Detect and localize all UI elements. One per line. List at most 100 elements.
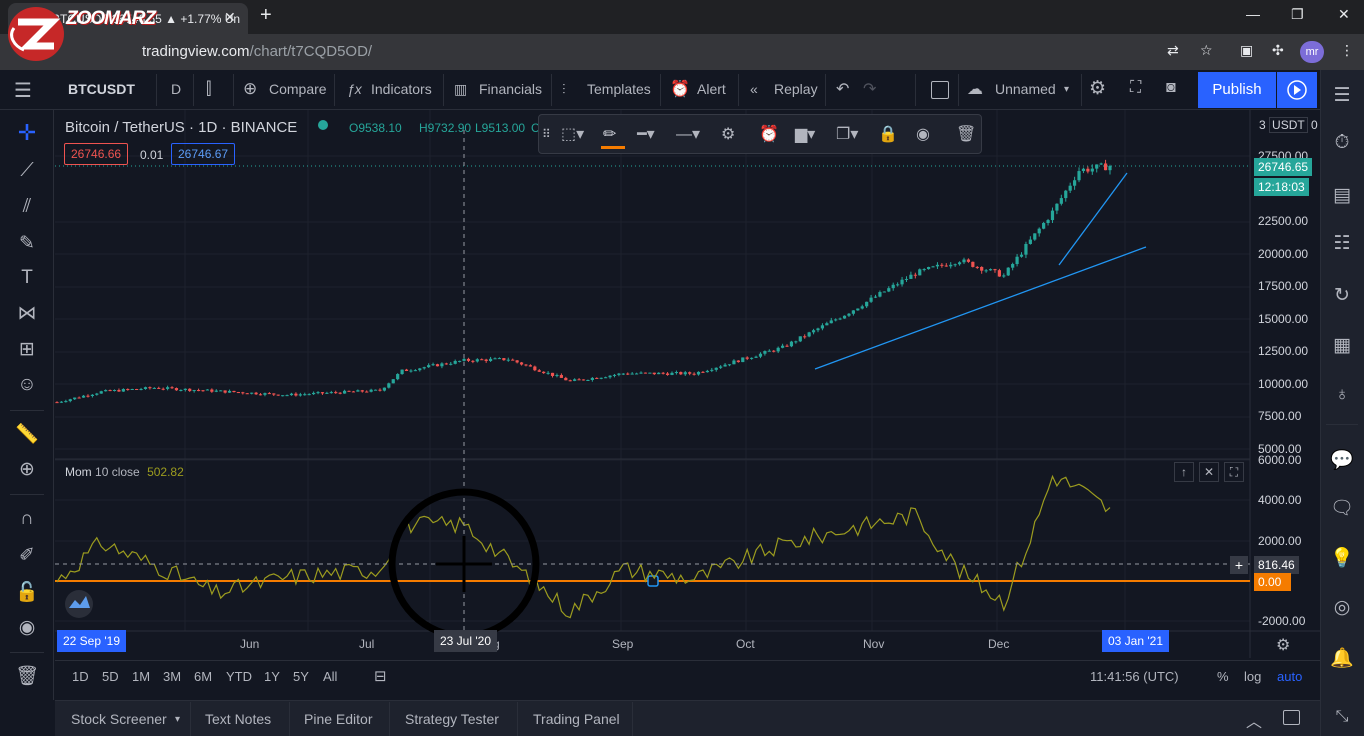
compare-button[interactable]: Compare: [269, 81, 327, 97]
ruler-icon[interactable]: 📏: [15, 424, 39, 445]
publish-button[interactable]: Publish: [1198, 72, 1276, 108]
indicators-fx-icon[interactable]: ƒx: [347, 81, 362, 97]
replay-icon[interactable]: «: [750, 81, 758, 97]
pane-close-icon[interactable]: ✕: [1199, 462, 1219, 482]
watchlist-icon[interactable]: ☰: [1333, 85, 1351, 106]
magnet-icon[interactable]: ∩: [20, 508, 34, 529]
add-plus-icon[interactable]: +: [1230, 556, 1248, 574]
cloud-icon[interactable]: ☁: [967, 81, 983, 98]
notification-bell-icon[interactable]: 🔔: [1330, 648, 1354, 669]
pane-move-up-icon[interactable]: ↑: [1174, 462, 1194, 482]
undo-icon[interactable]: ↶: [836, 81, 850, 98]
browser-menu-icon[interactable]: ⋮: [1340, 42, 1354, 58]
alert-clock-icon[interactable]: ⏰: [670, 81, 690, 98]
crosshair-icon[interactable]: ✛: [17, 120, 37, 145]
line-color-pencil-icon[interactable]: ✏: [603, 126, 617, 143]
symbol-legend[interactable]: Bitcoin / TetherUS · 1D · BINANCE: [65, 119, 298, 136]
trend-line-lower[interactable]: [814, 246, 1147, 370]
trend-line-upper[interactable]: [1058, 172, 1128, 266]
trend-line-icon[interactable]: ⟋: [20, 160, 34, 181]
line-style-icon[interactable]: —▾: [676, 126, 701, 143]
buy-price-box[interactable]: 26746.67: [171, 143, 236, 165]
window-close-icon[interactable]: ✕: [1338, 6, 1350, 22]
collapse-panel-icon[interactable]: ︿: [1246, 714, 1263, 731]
unlock-icon[interactable]: 🔓: [15, 582, 39, 603]
utc-clock[interactable]: 11:41:56 (UTC): [1090, 669, 1179, 684]
candle-style-icon[interactable]: ⫿: [206, 79, 212, 98]
collapse-corner-icon[interactable]: ⤡: [1335, 708, 1349, 725]
add-alert-icon[interactable]: ⏰: [759, 126, 779, 143]
maximize-icon[interactable]: ❐: [1291, 6, 1304, 22]
zoom-in-icon[interactable]: ⊕: [19, 459, 35, 480]
emoji-icon[interactable]: ☺: [17, 374, 37, 395]
range-button-ytd[interactable]: YTD: [226, 669, 252, 684]
minimize-icon[interactable]: —: [1246, 6, 1260, 22]
date-range-icon[interactable]: ⊟: [374, 668, 387, 685]
range-button-3m[interactable]: 3M: [163, 669, 182, 684]
remove-drawing-icon[interactable]: 🗑: [956, 126, 977, 143]
auto-scale-toggle[interactable]: auto: [1277, 669, 1303, 684]
tab-trading-panel[interactable]: Trading Panel: [533, 711, 620, 727]
indicators-button[interactable]: Indicators: [371, 81, 432, 97]
alert-button[interactable]: Alert: [697, 81, 726, 97]
new-tab-icon[interactable]: +: [260, 4, 272, 26]
lock-drawing-icon[interactable]: 🔒: [878, 126, 898, 143]
messages-icon[interactable]: 🗨: [1329, 498, 1355, 519]
chat-icon[interactable]: 💬: [1330, 450, 1354, 471]
alerts-clock-icon[interactable]: ⏱: [1334, 132, 1350, 153]
symbol-search-button[interactable]: BTCUSDT: [68, 81, 135, 97]
range-button-all[interactable]: All: [323, 669, 338, 684]
range-start-badge[interactable]: 22 Sep '19: [57, 630, 127, 652]
eye-icon[interactable]: ◉: [18, 617, 36, 638]
axis-settings-gear-icon[interactable]: ⚙: [1276, 637, 1291, 654]
bookmark-star-icon[interactable]: ☆: [1200, 42, 1213, 58]
calendar-icon[interactable]: ▦: [1333, 335, 1351, 356]
tab-close-icon[interactable]: ✕: [224, 9, 236, 25]
range-button-1d[interactable]: 1D: [72, 669, 89, 684]
chevron-down-icon[interactable]: ▾: [1064, 84, 1070, 95]
financials-button[interactable]: Financials: [479, 81, 543, 97]
redo-icon[interactable]: ↷: [863, 81, 877, 98]
layout-name-button[interactable]: Unnamed: [995, 81, 1056, 97]
line-anchor-handle[interactable]: [647, 575, 659, 587]
compare-plus-icon[interactable]: ⊕: [243, 79, 258, 98]
chart-canvas[interactable]: [55, 110, 1320, 658]
range-button-6m[interactable]: 6M: [194, 669, 213, 684]
tab-strategy-tester[interactable]: Strategy Tester: [405, 711, 499, 727]
range-end-badge[interactable]: 03 Jan '21: [1102, 630, 1170, 652]
avatar[interactable]: mr: [1300, 41, 1324, 63]
tab-stock-screener[interactable]: Stock Screener: [71, 711, 167, 727]
tab-pine-editor[interactable]: Pine Editor: [304, 711, 373, 727]
lock-drawings-icon[interactable]: ✐: [19, 545, 35, 566]
sell-price-box[interactable]: 26746.66: [64, 143, 129, 165]
indicator-legend[interactable]: Mom 10 close 502.82: [65, 465, 184, 479]
pattern-tool-icon[interactable]: ⋈: [17, 303, 37, 324]
fib-tool-icon[interactable]: ⫽: [22, 196, 32, 217]
text-tool-icon[interactable]: T: [21, 267, 33, 288]
interval-button[interactable]: D: [171, 81, 182, 97]
drag-handle-icon[interactable]: ⠿: [542, 127, 551, 141]
prediction-tool-icon[interactable]: ⊞: [19, 339, 35, 360]
fullscreen-icon[interactable]: ⛶: [1130, 79, 1142, 96]
visual-order-icon[interactable]: ▆▾: [795, 126, 816, 143]
trash-icon[interactable]: 🗑: [14, 666, 40, 687]
range-button-5d[interactable]: 5D: [102, 669, 119, 684]
broadcast-icon[interactable]: ◎: [1333, 597, 1351, 618]
clone-icon[interactable]: ❐▾: [836, 126, 859, 143]
line-width-icon[interactable]: ━▾: [637, 126, 655, 143]
hide-drawing-icon[interactable]: ◉: [916, 126, 930, 143]
log-scale-toggle[interactable]: log: [1244, 669, 1262, 684]
currency-label[interactable]: 3 USDT 0: [1259, 117, 1318, 133]
calendar-cycle-icon[interactable]: ↻: [1334, 285, 1350, 306]
translate-icon[interactable]: ⇄: [1167, 42, 1179, 58]
pane-maximize-icon[interactable]: ⛶: [1224, 462, 1244, 482]
url-field[interactable]: tradingview.com/chart/t7CQD5OD/: [142, 43, 372, 60]
data-window-icon[interactable]: ▤: [1333, 185, 1351, 206]
percent-scale-toggle[interactable]: %: [1217, 669, 1229, 684]
tab-text-notes[interactable]: Text Notes: [205, 711, 272, 727]
settings-gear-icon[interactable]: ⚙: [1089, 78, 1107, 99]
drawing-settings-icon[interactable]: ⚙: [721, 126, 736, 143]
financials-icon[interactable]: ▥: [454, 81, 468, 97]
layout-select-icon[interactable]: [931, 81, 949, 99]
replay-button[interactable]: Replay: [774, 81, 818, 97]
